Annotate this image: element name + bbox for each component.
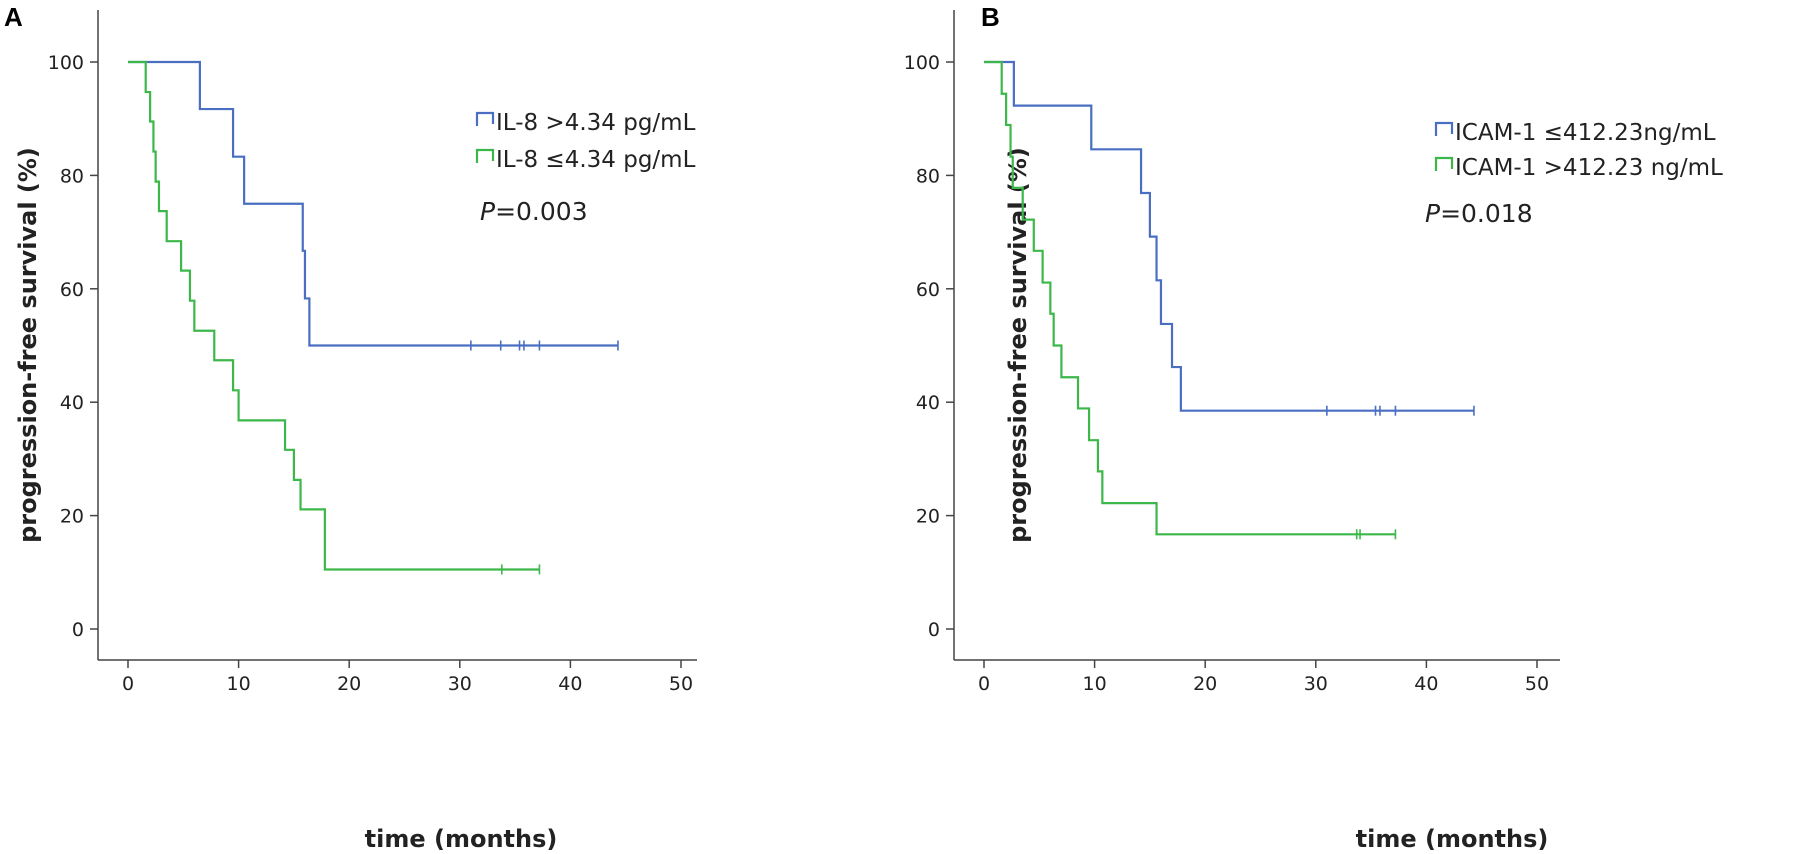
panel-a-legend-label-1: IL-8 >4.34 pg/mL xyxy=(496,110,696,136)
panel-a-letter: A xyxy=(4,2,23,32)
panel-a-x-tick-label: 30 xyxy=(448,673,472,695)
panel-a-y-tick-label: 0 xyxy=(72,619,84,641)
panel-a: A time (months) progression-free surviva… xyxy=(4,2,697,853)
panel-b-legend-swatch-1 xyxy=(1434,121,1454,136)
panel-b-x-tick-label: 20 xyxy=(1193,673,1217,695)
panel-b-legend-swatch-2 xyxy=(1434,156,1454,171)
panel-a-axes: 0 20 40 60 80 100 0 10 20 30 40 50 xyxy=(48,10,697,695)
panel-b-y-tick-label: 0 xyxy=(928,619,940,641)
panel-a-y-tick-label: 60 xyxy=(60,279,84,301)
panel-b-p-number: =0.018 xyxy=(1440,199,1533,228)
panel-a-x-tick-label: 20 xyxy=(337,673,361,695)
panel-b-y-tick-label: 20 xyxy=(916,506,940,528)
panel-a-p-value: P=0.003 xyxy=(480,197,588,226)
panel-b-x-tick-label: 50 xyxy=(1525,673,1549,695)
panel-b-p-prefix: P xyxy=(1425,199,1441,228)
panel-b-y-tick-label: 60 xyxy=(916,279,940,301)
panel-b-legend: ICAM-1 ≤412.23ng/mL ICAM-1 >412.23 ng/mL xyxy=(1434,120,1723,181)
panel-a-y-tick-label: 100 xyxy=(48,52,84,74)
panel-b: B time (months) progression-free surviva… xyxy=(904,2,1723,853)
panel-b-x-tick-label: 0 xyxy=(978,673,990,695)
panel-b-curve-1 xyxy=(984,60,1474,412)
panel-b-y-axis-title: progression-free survival (%) xyxy=(1004,147,1032,543)
panel-b-x-axis-title: time (months) xyxy=(1356,825,1549,853)
panel-a-x-tick-label: 10 xyxy=(227,673,251,695)
panel-a-curve-1 xyxy=(128,60,618,347)
panel-b-legend-label-2: ICAM-1 >412.23 ng/mL xyxy=(1455,155,1723,181)
panel-b-y-tick-label: 40 xyxy=(916,392,940,414)
panel-b-p-value: P=0.018 xyxy=(1425,199,1533,228)
panel-a-p-prefix: P xyxy=(480,197,496,226)
panel-b-axes: 0 20 40 60 80 100 0 10 20 30 40 50 xyxy=(904,10,1560,695)
panel-b-x-tick-label: 10 xyxy=(1083,673,1107,695)
panel-a-x-tick-label: 40 xyxy=(558,673,582,695)
panel-b-legend-label-1: ICAM-1 ≤412.23ng/mL xyxy=(1455,120,1716,146)
panel-a-legend: IL-8 >4.34 pg/mL IL-8 ≤4.34 pg/mL xyxy=(475,110,696,173)
panel-b-letter: B xyxy=(981,2,1000,32)
panel-a-y-tick-label: 40 xyxy=(60,392,84,414)
panel-a-y-tick-label: 80 xyxy=(60,165,84,187)
panel-a-legend-swatch-1 xyxy=(475,111,495,126)
panel-b-y-tick-label: 100 xyxy=(904,52,940,74)
panel-a-x-axis-title: time (months) xyxy=(365,825,558,853)
panel-a-y-axis-title: progression-free survival (%) xyxy=(14,147,42,543)
panel-b-curve-2 xyxy=(984,60,1396,536)
panel-a-p-number: =0.003 xyxy=(495,197,588,226)
panel-a-x-tick-label: 50 xyxy=(669,673,693,695)
panel-a-legend-swatch-2 xyxy=(475,148,495,163)
panel-a-legend-label-2: IL-8 ≤4.34 pg/mL xyxy=(496,147,696,173)
panel-a-y-tick-label: 20 xyxy=(60,506,84,528)
panel-a-plot-area xyxy=(128,60,619,575)
panel-b-x-tick-label: 40 xyxy=(1414,673,1438,695)
panel-a-curve-2 xyxy=(128,60,540,571)
panel-b-y-tick-label: 80 xyxy=(916,165,940,187)
panel-b-plot-area xyxy=(984,60,1475,540)
panel-b-x-tick-label: 30 xyxy=(1304,673,1328,695)
panel-a-x-tick-label: 0 xyxy=(122,673,134,695)
